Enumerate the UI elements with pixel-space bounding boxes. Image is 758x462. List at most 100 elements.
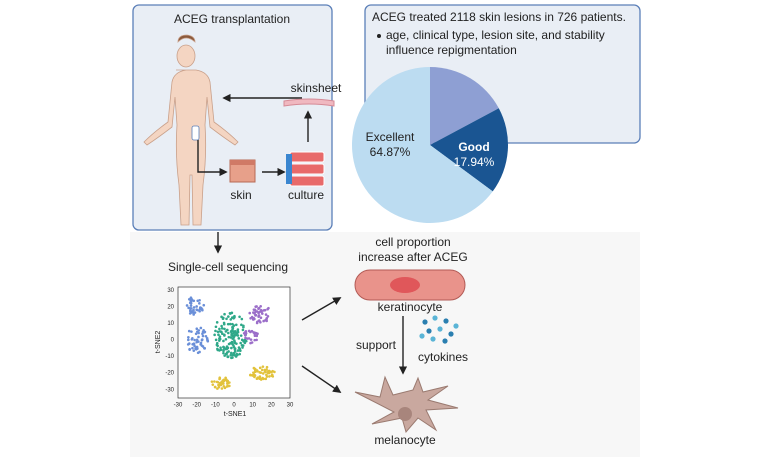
cell-dot (239, 341, 242, 345)
cell-dot (195, 346, 199, 350)
cell-dot (222, 316, 225, 320)
cell-dot (224, 376, 227, 380)
cell-dot (226, 331, 230, 335)
cell-dot (267, 306, 270, 310)
slice-label: Excellent (366, 130, 415, 144)
cell-dot (196, 308, 199, 312)
note-line: cell proportion (375, 235, 450, 249)
cell-dot (188, 306, 192, 310)
cell-dot (205, 337, 209, 340)
cell-dot (229, 353, 233, 357)
cell-dot (222, 385, 226, 388)
cell-dot (197, 331, 200, 335)
cell-dot (252, 311, 255, 314)
cell-dot (194, 332, 198, 336)
cell-dot (198, 309, 201, 313)
cell-dot (261, 372, 265, 375)
arrow (301, 297, 342, 321)
cell-dot (254, 310, 257, 314)
cell-dot (213, 333, 216, 337)
cell-dot (191, 336, 194, 340)
cell-dot (192, 306, 196, 309)
cytokine-dot (422, 319, 428, 325)
cytokine-icon (419, 315, 459, 344)
x-tick-label: -20 (192, 403, 201, 409)
cell-dot (187, 329, 191, 333)
cell-dot (244, 330, 248, 333)
cell-dot (192, 313, 195, 316)
cell-dot (249, 330, 252, 334)
cell-dot (238, 352, 241, 356)
cell-dot (234, 323, 238, 327)
cell-dot (222, 339, 225, 343)
cell-dot (211, 383, 215, 386)
cell-dot (252, 371, 255, 374)
cell-dot (245, 337, 249, 340)
note-line: increase after ACEG (358, 250, 467, 264)
cytokine-dot (448, 331, 454, 337)
cell-dot (240, 323, 243, 327)
cell-dot (230, 340, 234, 344)
cell-dot (273, 370, 276, 374)
cell-dot (192, 342, 196, 346)
cytokine-dot (432, 315, 438, 321)
slice-label: Good (458, 140, 489, 154)
cell-dot (204, 334, 208, 338)
cell-dot (249, 338, 253, 341)
x-tick-label: 20 (268, 403, 275, 409)
cell-dot (257, 314, 261, 317)
cell-dot (185, 304, 189, 307)
cell-dot (259, 316, 263, 320)
cell-dot (201, 334, 205, 338)
cell-dot (189, 309, 192, 312)
cell-dot (226, 322, 230, 326)
cell-dot (193, 344, 196, 348)
cell-dot (195, 340, 198, 344)
cell-dot (256, 369, 259, 373)
left-title: ACEG transplantation (174, 12, 290, 26)
cell-dot (260, 310, 263, 313)
cell-dot (223, 312, 226, 316)
cell-dot (242, 325, 245, 329)
skinsheet-label: skinsheet (291, 81, 342, 95)
y-tick-label: 30 (167, 288, 174, 294)
cell-dot (259, 304, 262, 308)
cell-dot (225, 385, 229, 388)
cell-dot (222, 351, 225, 355)
pie-slice (351, 67, 493, 223)
cell-dot (255, 321, 259, 325)
slice-value-label: 17.94% (454, 155, 495, 169)
arrow (301, 365, 342, 393)
cell-dot (198, 302, 201, 305)
cell-dot (222, 322, 226, 326)
cell-dot (226, 328, 229, 332)
cell-dot (190, 298, 194, 302)
cell-dot (215, 321, 219, 324)
cell-dot (241, 344, 245, 347)
cell-dot (187, 338, 190, 342)
cell-dot (242, 331, 246, 335)
cell-dot (225, 317, 228, 321)
right-title: ACEG treated 2118 skin lesions in 726 pa… (372, 10, 626, 24)
cell-dot (229, 318, 233, 321)
cytokine-dot (426, 328, 432, 334)
cell-dot (214, 329, 217, 333)
cell-dot (258, 319, 261, 322)
cell-dot (252, 331, 255, 334)
cell-dot (253, 317, 256, 321)
x-axis-label: t-SNE1 (224, 411, 247, 418)
cytokine-dot (442, 338, 448, 344)
cell-dot (216, 330, 220, 334)
cell-dot (260, 368, 264, 372)
cell-dot (258, 366, 262, 370)
cell-dot (257, 306, 261, 310)
cell-dot (236, 334, 240, 337)
cell-dot (261, 365, 265, 368)
cell-dot (232, 345, 236, 349)
cell-dot (231, 337, 234, 340)
cell-dot (260, 312, 264, 315)
cell-dot (220, 387, 224, 390)
y-tick-label: -20 (165, 371, 174, 377)
cell-dot (264, 377, 268, 381)
